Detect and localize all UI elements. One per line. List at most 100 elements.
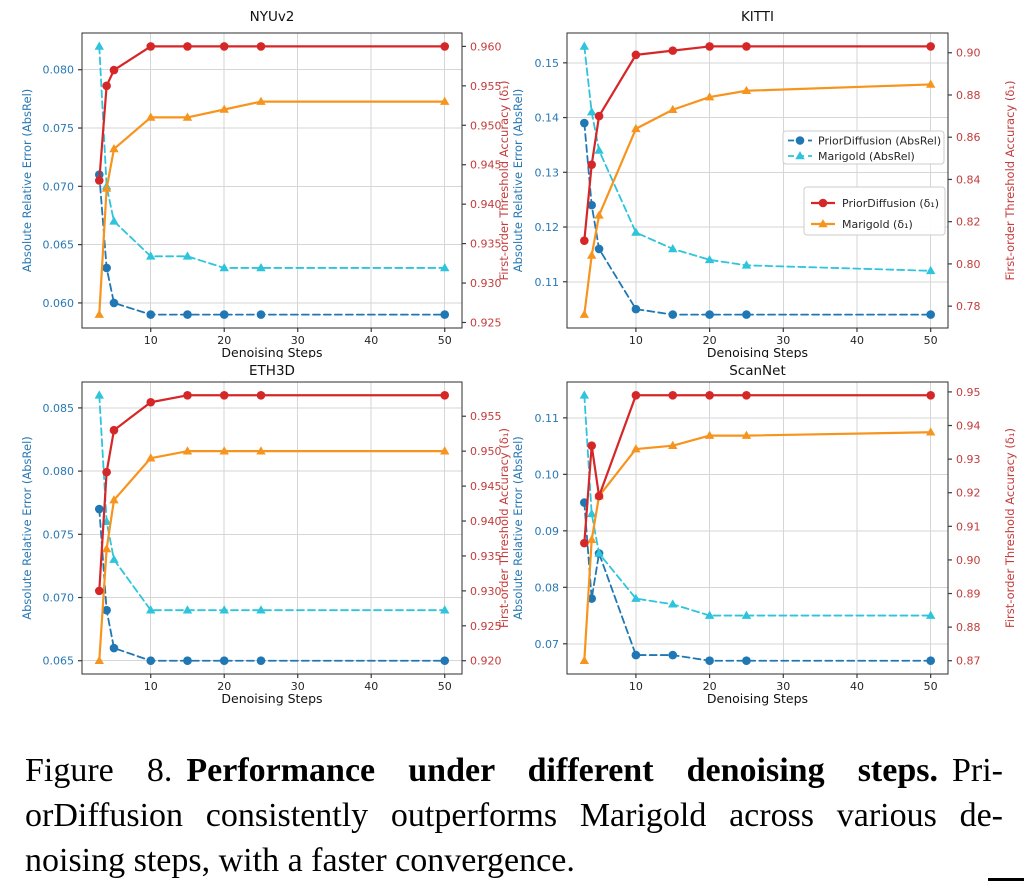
right-axis-tick-label: 0.78: [956, 300, 981, 313]
left-axis-tick-label: 0.060: [43, 297, 75, 310]
right-axis-label: First-order Threshold Accuracy (δ₁): [1003, 428, 1017, 628]
left-axis-label: Absolute Relative Error (AbsRel): [20, 436, 34, 620]
data-point-marker: [94, 390, 104, 399]
right-axis-tick-label: 0.935: [470, 550, 502, 563]
right-axis-tick-label: 0.950: [470, 119, 502, 132]
data-point-marker: [925, 79, 936, 88]
data-point-marker: [631, 304, 641, 314]
data-point-marker: [587, 441, 596, 450]
left-axis-label: Absolute Relative Error (AbsRel): [512, 436, 525, 620]
caption-line-3: noising steps, with a faster convergence…: [25, 842, 575, 879]
data-point-marker: [926, 390, 935, 400]
data-point-marker: [579, 655, 590, 665]
series-line: [98, 450, 446, 662]
data-point-marker: [102, 81, 111, 91]
x-axis-tick-label: 20: [703, 334, 717, 347]
data-point-marker: [579, 309, 590, 318]
data-point-marker: [594, 210, 604, 219]
data-point-marker: [818, 198, 828, 208]
data-point-marker: [741, 610, 752, 619]
x-axis-tick-label: 30: [291, 334, 305, 347]
data-point-marker: [182, 251, 193, 260]
x-axis-tick-label: 40: [850, 680, 864, 693]
chart-scannet: 0.07 0.08 0.09 0.10 0.11 0.87 0.88 0.89 0.90 0.91…: [512, 363, 1017, 706]
right-axis-tick-label: 0.945: [470, 159, 502, 172]
left-axis-tick-label: 0.080: [43, 64, 75, 77]
data-point-marker: [146, 453, 156, 462]
left-axis-tick-label: 0.13: [535, 166, 560, 179]
figure-caption: Figure 8. Performance under different den…: [25, 748, 1003, 883]
data-point-marker: [440, 446, 450, 455]
left-axis-label: Absolute Relative Error (AbsRel): [512, 89, 525, 273]
data-point-marker: [101, 183, 112, 192]
data-point-marker: [587, 594, 596, 603]
right-axis-tick-label: 0.940: [470, 515, 502, 528]
data-point-marker: [742, 310, 751, 319]
data-point-marker: [256, 390, 266, 400]
right-axis-tick-label: 0.89: [956, 588, 981, 601]
data-point-marker: [219, 605, 229, 614]
legend-label: PriorDiffusion (δ₁): [842, 197, 939, 210]
data-point-marker: [183, 310, 192, 319]
right-axis-tick-label: 0.86: [956, 131, 981, 144]
right-axis-tick-label: 0.950: [470, 445, 502, 458]
data-point-marker: [94, 41, 104, 50]
data-point-marker: [94, 176, 104, 185]
data-point-marker: [219, 390, 229, 400]
x-axis-tick-label: 50: [924, 680, 938, 693]
data-point-marker: [925, 610, 936, 619]
chart-title: KITTI: [741, 9, 774, 25]
right-axis-tick-label: 0.94: [956, 420, 981, 433]
chart-kitti: 0.11 0.12 0.13 0.14 0.15 0.78 0.80 0.82 0.84 0.86…: [512, 9, 1017, 358]
data-point-marker: [256, 446, 266, 455]
data-point-marker: [146, 397, 156, 407]
data-point-marker: [94, 504, 104, 514]
series-line: [98, 45, 446, 269]
x-axis-tick-label: 20: [217, 680, 231, 693]
series-line: [98, 508, 446, 662]
caption-title-bold: Performance under different denoising st…: [186, 752, 938, 789]
left-axis-tick-label: 0.070: [43, 180, 75, 193]
data-point-marker: [594, 244, 604, 254]
left-axis-tick-label: 0.11: [535, 412, 560, 425]
data-point-marker: [94, 586, 104, 596]
data-point-marker: [668, 650, 678, 660]
right-axis-tick-label: 0.93: [956, 453, 981, 466]
right-axis-tick-label: 0.925: [470, 316, 502, 329]
x-axis-tick-label: 50: [438, 334, 452, 347]
data-point-marker: [440, 390, 450, 400]
x-axis-tick-label: 20: [217, 334, 231, 347]
data-point-marker: [668, 244, 678, 253]
data-point-marker: [704, 610, 715, 619]
series-line: [98, 394, 446, 612]
series-line: [98, 173, 446, 316]
right-axis-tick-label: 0.82: [956, 216, 981, 229]
data-point-marker: [580, 118, 589, 128]
data-point-marker: [668, 310, 678, 319]
data-point-marker: [440, 310, 450, 319]
data-point-marker: [795, 136, 805, 145]
legend-box: [782, 130, 945, 165]
data-point-marker: [219, 42, 229, 51]
data-point-marker: [219, 310, 229, 319]
data-point-marker: [705, 390, 714, 400]
data-point-marker: [146, 605, 156, 614]
plot-border: [81, 32, 463, 329]
chart-title: NYUv2: [250, 9, 295, 25]
data-point-marker: [580, 236, 589, 245]
left-axis-tick-label: 0.07: [535, 638, 560, 651]
right-axis-tick-label: 0.95: [956, 386, 981, 399]
series-line: [583, 394, 932, 545]
data-point-marker: [109, 298, 119, 308]
data-point-marker: [219, 104, 229, 113]
left-axis-tick-label: 0.065: [43, 239, 75, 252]
data-point-marker: [741, 430, 752, 439]
left-axis-tick-label: 0.14: [535, 112, 560, 125]
left-axis-label: Absolute Relative Error (AbsRel): [20, 89, 34, 273]
caption-line-2: orDiffusion consistently outperforms Mar…: [25, 797, 1003, 834]
data-point-marker: [219, 446, 229, 455]
data-point-marker: [146, 310, 156, 319]
left-axis-tick-label: 0.09: [535, 525, 560, 538]
data-point-marker: [102, 467, 111, 477]
